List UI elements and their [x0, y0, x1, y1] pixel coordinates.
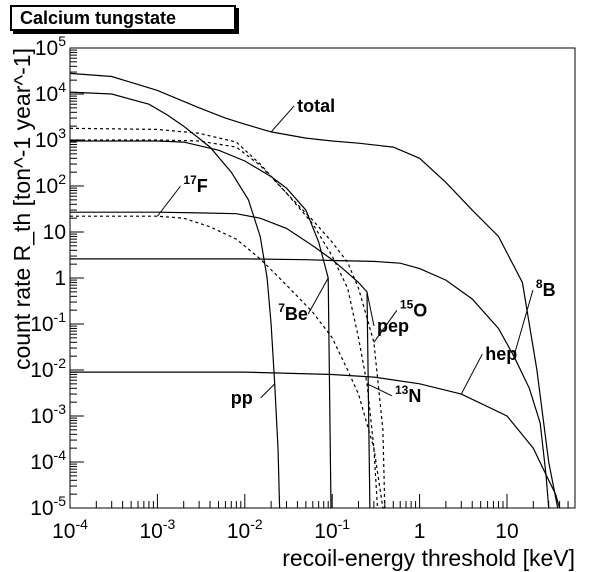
series-line-pp [69, 91, 281, 509]
x-tick-label: 10 [495, 520, 518, 543]
y-tick-label: 10-1 [30, 309, 66, 336]
curve-label-15o: 15O [400, 297, 427, 320]
x-tick-label: 10-4 [52, 516, 88, 543]
y-tick-label: 10-2 [30, 355, 66, 382]
x-tick-label: 10-3 [139, 516, 175, 543]
y-tick-label: 1 [54, 267, 66, 290]
series-line-hep [70, 371, 561, 509]
y-tick-label: 103 [35, 125, 66, 152]
series-line-15o [70, 139, 386, 509]
series-line-total [69, 72, 559, 509]
x-tick-label: 10-1 [314, 516, 350, 543]
y-tick-label: 102 [35, 171, 66, 198]
curve-label-leader [307, 277, 329, 315]
curve-label-leader [260, 383, 276, 399]
chart-title: Calcium tungstate [10, 5, 236, 31]
curve-label-17f: 17F [183, 173, 207, 196]
curve-label-leader [366, 291, 375, 326]
series-line-8b [70, 258, 550, 509]
plot-frame [69, 47, 576, 509]
y-tick-label: 10 [43, 221, 66, 244]
curve-label-leader [270, 105, 295, 133]
y-tick-label: 104 [35, 79, 66, 106]
x-tick-label: 1 [414, 520, 426, 543]
y-tick-label: 105 [35, 33, 66, 60]
y-tick-label: 10-4 [30, 447, 66, 474]
series-line-pep [70, 211, 371, 509]
curve-label-leader [366, 383, 393, 397]
x-axis-label: recoil-energy threshold [keV] [282, 545, 575, 571]
y-tick-label: 10-5 [30, 493, 66, 520]
series-line-17f [70, 215, 385, 509]
curve-label-pp: pp [231, 388, 253, 408]
series-line-13n [69, 127, 379, 509]
curve-label-leader [513, 290, 534, 357]
curve-label-leader [157, 185, 181, 217]
y-tick-label: 10-3 [30, 401, 66, 428]
curve-label-leader [460, 353, 483, 395]
curve-label-pep: pep [377, 316, 409, 336]
curve-label-8b: 8B [536, 277, 556, 300]
curve-label-13n: 13N [395, 383, 421, 406]
y-axis-label: count rate R_th [ton^-1 year^-1] [9, 48, 35, 370]
curve-label-hep: hep [485, 344, 517, 364]
curve-label-7be: 7Be [278, 301, 308, 324]
curve-label-total: total [297, 96, 335, 116]
curve-label-leader [373, 310, 398, 343]
x-tick-label: 10-2 [227, 516, 263, 543]
